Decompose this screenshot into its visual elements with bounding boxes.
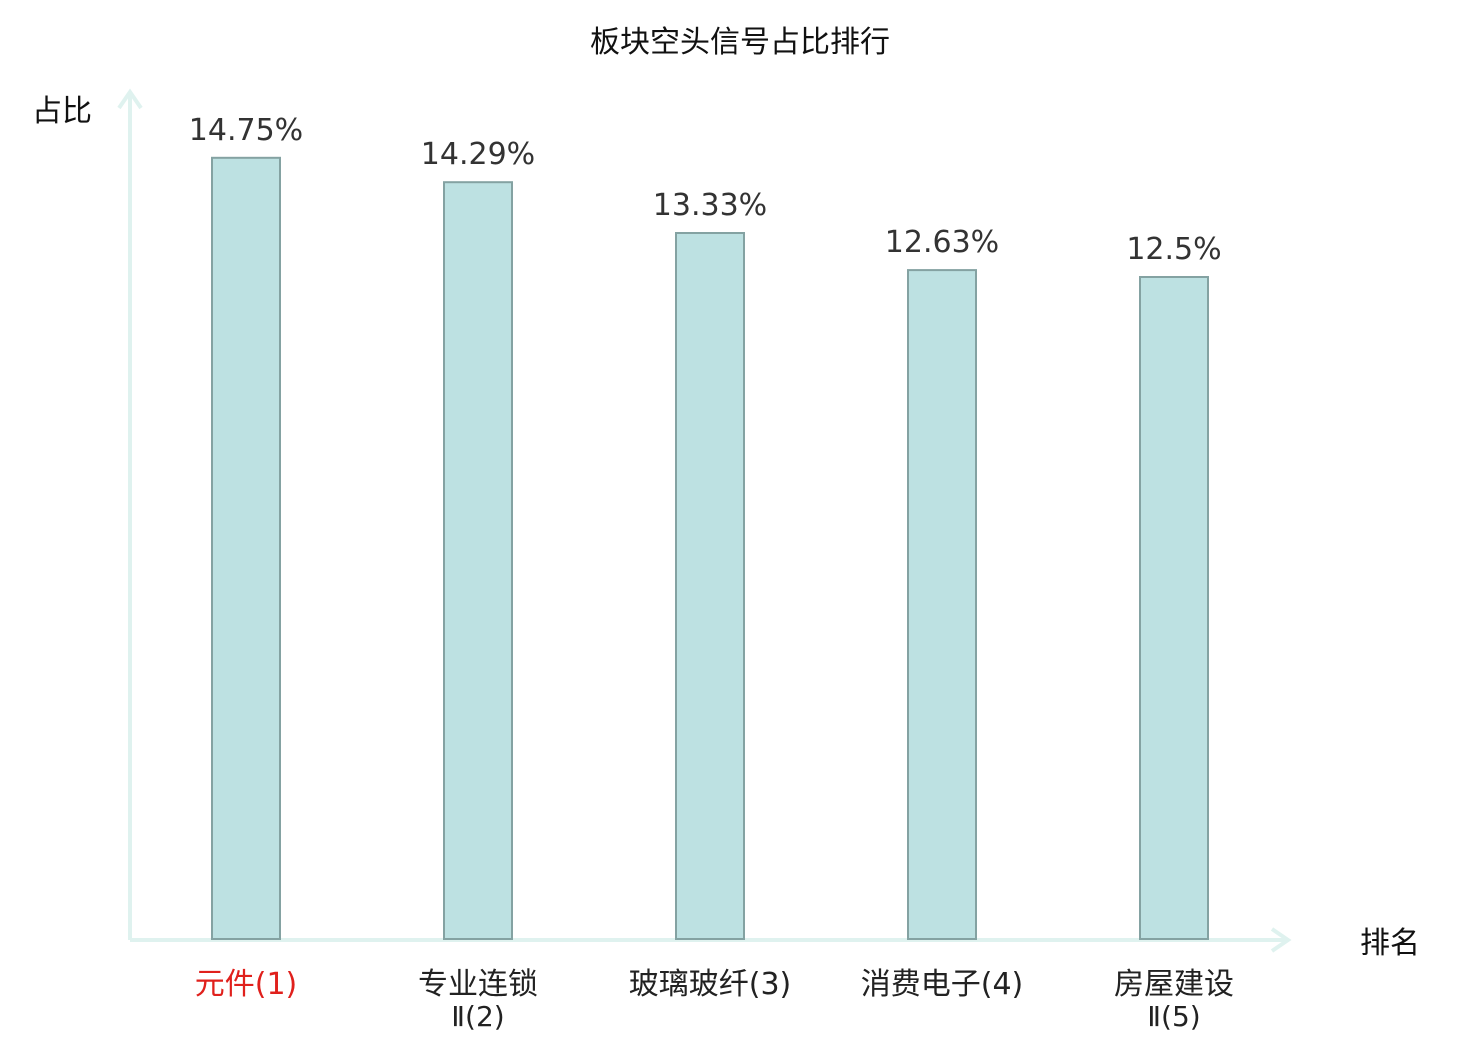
category-label-4: 消费电子(4) [861,967,1024,1002]
category-label-3: 玻璃玻纤(3) [629,967,792,1002]
category-label-5-line2: Ⅱ(5) [1147,1000,1200,1033]
category-label-2-line2: Ⅱ(2) [451,1000,504,1033]
y-axis-title: 占比 [32,94,92,129]
bar-4 [907,269,977,941]
x-axis-arrow [1270,927,1292,953]
chart-title: 板块空头信号占比排行 [590,25,890,60]
value-labels: 14.75% 14.29% 13.33% 12.63% 12.5% [189,113,1222,267]
bar-3 [675,232,745,940]
value-label-4: 12.63% [885,225,999,260]
bar-1 [211,156,281,941]
category-label-5: 房屋建设 [1114,967,1234,1002]
category-label-1: 元件(1) [195,967,298,1002]
y-axis-arrow [117,88,143,110]
value-label-2: 14.29% [421,137,535,172]
x-axis-title: 排名 [1360,926,1420,961]
value-label-3: 13.33% [653,188,767,223]
value-label-5: 12.5% [1126,232,1221,267]
bar-5 [1139,276,1209,940]
bars [211,156,1209,941]
value-label-1: 14.75% [189,113,303,148]
category-label-2: 专业连锁 [418,967,538,1002]
bar-2 [443,181,513,940]
